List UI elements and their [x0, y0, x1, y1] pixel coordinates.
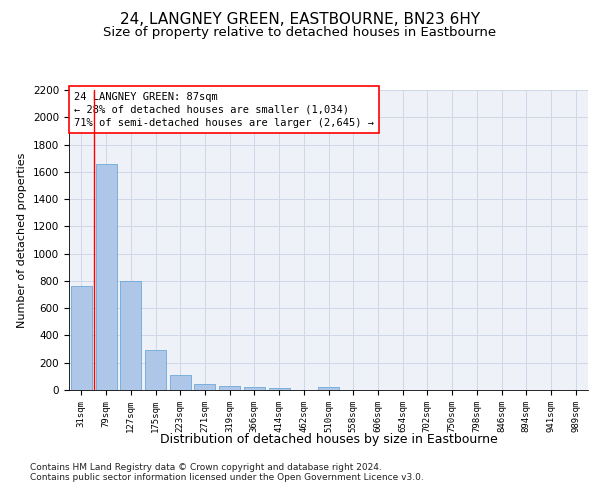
Text: Size of property relative to detached houses in Eastbourne: Size of property relative to detached ho… [103, 26, 497, 39]
Text: 24 LANGNEY GREEN: 87sqm
← 28% of detached houses are smaller (1,034)
71% of semi: 24 LANGNEY GREEN: 87sqm ← 28% of detache… [74, 92, 374, 128]
Bar [318, 388, 339, 390]
Bar [219, 386, 240, 390]
Bar [269, 388, 290, 390]
Bar [194, 384, 215, 390]
Bar [71, 286, 92, 390]
Bar [95, 164, 116, 390]
Text: Contains HM Land Registry data © Crown copyright and database right 2024.
Contai: Contains HM Land Registry data © Crown c… [30, 462, 424, 482]
Text: 24, LANGNEY GREEN, EASTBOURNE, BN23 6HY: 24, LANGNEY GREEN, EASTBOURNE, BN23 6HY [120, 12, 480, 28]
Text: Distribution of detached houses by size in Eastbourne: Distribution of detached houses by size … [160, 432, 497, 446]
Bar [120, 281, 141, 390]
Bar [244, 387, 265, 390]
Bar [170, 375, 191, 390]
Y-axis label: Number of detached properties: Number of detached properties [17, 152, 28, 328]
Bar [145, 350, 166, 390]
